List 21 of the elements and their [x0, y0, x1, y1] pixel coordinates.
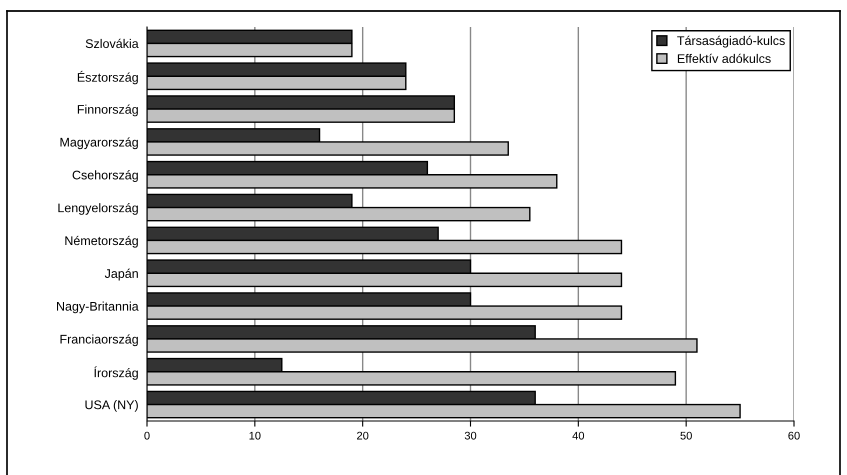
x-tick-label: 0 [144, 432, 150, 440]
y-tick-label: Németország [65, 236, 138, 248]
x-tick-label: 40 [572, 432, 584, 440]
x-tick-label: 30 [464, 432, 476, 440]
y-tick-label: Nagy-Britannia [57, 302, 139, 314]
legend-label: Effektív adókulcs [678, 54, 771, 64]
y-tick-label: Franciaország [60, 334, 138, 346]
y-tick-label: Észtország [78, 70, 138, 84]
x-tick-label: 60 [788, 432, 800, 440]
y-tick-label: Japán [104, 268, 138, 280]
legend-label: Társaságiadó-kulcs [677, 36, 785, 48]
y-tick-label: Finnország [78, 104, 138, 116]
y-tick-label: Lengyelország [58, 202, 138, 215]
x-tick-label: 20 [357, 432, 368, 440]
y-tick-label: USA (NY) [85, 400, 138, 412]
y-tick-label: Csehország [72, 170, 138, 182]
y-tick-label: Írország [94, 366, 138, 380]
x-tick-label: 10 [250, 432, 261, 440]
x-tick-label: 50 [680, 432, 692, 440]
y-tick-label: Magyarország [60, 137, 138, 150]
y-tick-label: Szlovákia [86, 38, 139, 48]
